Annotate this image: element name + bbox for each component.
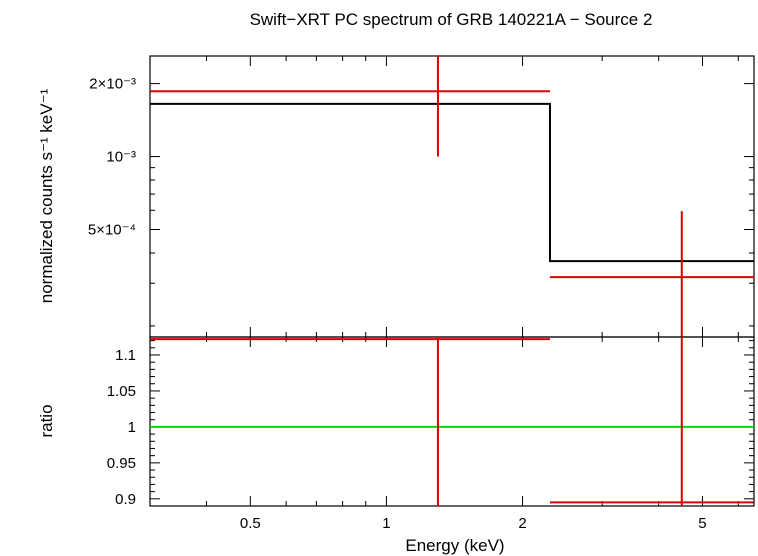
model-step-line <box>150 102 754 263</box>
ratio-data-points <box>150 337 754 506</box>
y-tick-label: 5×10⁻⁴ <box>88 221 136 238</box>
y-tick-label: 0.9 <box>115 491 136 508</box>
spectrum-axis-ticks <box>149 56 754 337</box>
y-tick-label: 1 <box>128 419 136 436</box>
model-step-path <box>150 102 754 263</box>
y-tick-label: 1.05 <box>107 383 136 400</box>
ratio-y-tick-labels: 0.9 0.95 1 1.05 1.1 <box>107 347 136 508</box>
spectrum-y-axis-label: normalized counts s⁻¹ keV⁻¹ <box>37 88 56 303</box>
ratio-axis-ticks <box>149 337 754 507</box>
chart-title: Swift−XRT PC spectrum of GRB 140221A − S… <box>250 10 653 29</box>
x-tick-label: 5 <box>698 515 706 532</box>
x-axis-tick-labels: 0.5 1 2 5 <box>240 515 707 532</box>
x-axis-label: Energy (keV) <box>405 536 504 555</box>
spectrum-data-points <box>150 56 754 337</box>
spectrum-y-tick-labels: 5×10⁻⁴ 10⁻³ 2×10⁻³ <box>88 76 136 239</box>
ratio-panel: 0.9 0.95 1 1.05 1.1 <box>107 336 755 508</box>
x-tick-label: 2 <box>518 515 526 532</box>
x-tick-label: 1 <box>382 515 390 532</box>
ratio-y-axis-label: ratio <box>37 404 56 437</box>
x-tick-label: 0.5 <box>240 515 261 532</box>
y-tick-label: 0.95 <box>107 455 136 472</box>
spectrum-plot-frame <box>149 55 755 338</box>
ratio-plot-frame <box>149 336 755 507</box>
spectrum-panel: 5×10⁻⁴ 10⁻³ 2×10⁻³ <box>88 55 755 338</box>
y-tick-label: 1.1 <box>115 347 136 364</box>
y-tick-label: 10⁻³ <box>106 149 136 166</box>
y-tick-label: 2×10⁻³ <box>89 76 136 93</box>
